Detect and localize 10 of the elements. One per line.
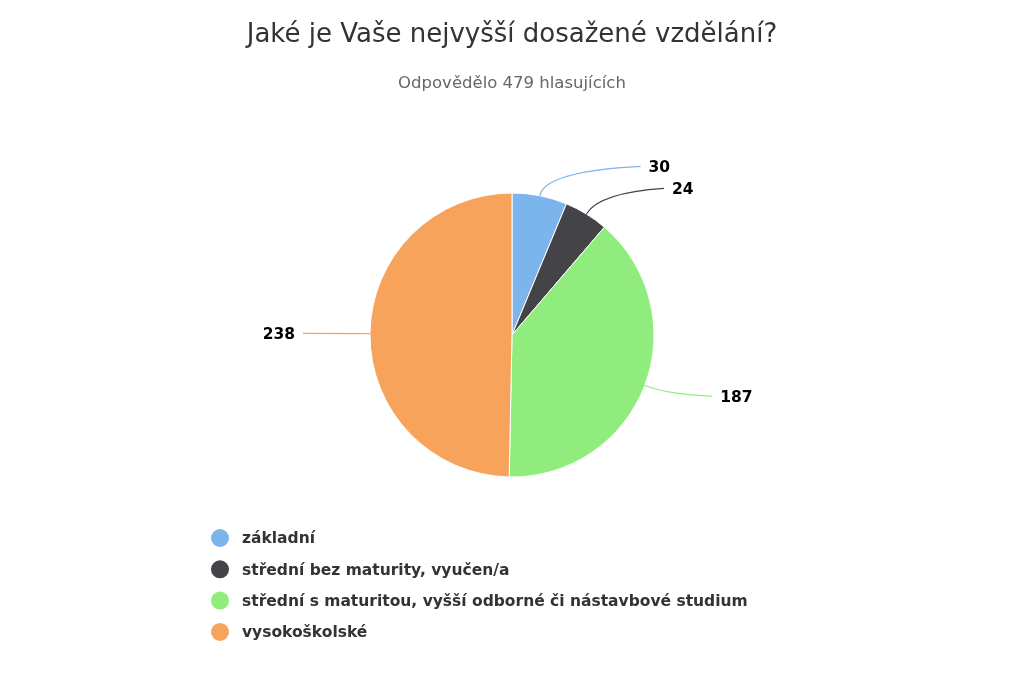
legend-label: střední bez maturity, vyučen/a	[242, 560, 510, 579]
data-label: 30	[648, 157, 671, 176]
legend-label: základní	[242, 529, 316, 548]
data-label: 238	[262, 324, 296, 343]
data-label: 187	[720, 387, 753, 406]
chart-subtitle: Odpovědělo 479 hlasujících	[398, 73, 626, 92]
data-label: 24	[672, 179, 694, 198]
legend-label: vysokoškolské	[242, 623, 368, 642]
chart-title: Jaké je Vaše nejvyšší dosažené vzdělání?	[244, 18, 778, 48]
legend-label: střední s maturitou, vyšší odborné či nástavbové studium	[242, 592, 748, 611]
